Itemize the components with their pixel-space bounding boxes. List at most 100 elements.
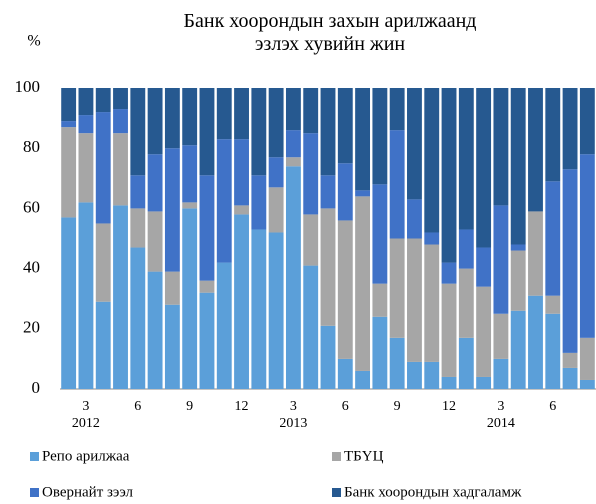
bar-segment [303, 133, 319, 215]
bar-segment [95, 112, 111, 224]
bar-segment [545, 88, 561, 182]
bar-segment [182, 145, 198, 203]
bar-segment [199, 292, 215, 389]
bar-segment [216, 139, 232, 263]
bar-segment [182, 202, 198, 209]
bar-segment [528, 295, 543, 389]
bar-segment [285, 157, 301, 167]
bar-segment [562, 88, 578, 170]
bar-segment [95, 301, 111, 389]
bar-segment [372, 316, 388, 389]
bar-segment [216, 262, 232, 389]
bar-segment [199, 88, 215, 176]
bar-segment [545, 181, 561, 296]
bar-segment [441, 376, 457, 389]
bar-segment [510, 250, 526, 311]
bar-segment [147, 211, 163, 272]
bar-segment [441, 262, 457, 284]
bar-segment [493, 88, 509, 206]
x-tick-label: 9 [186, 399, 193, 414]
legend-label: Банк хоорондын хадгаламж [344, 484, 522, 500]
bar-segment [337, 163, 353, 221]
bar-segment [61, 217, 77, 389]
y-tick-label: 80 [23, 137, 40, 156]
bar-segment [389, 130, 405, 239]
bar-segment [216, 88, 232, 140]
x-year-label: 2013 [279, 416, 307, 431]
bar-segment [579, 379, 595, 389]
bar-segment [355, 190, 371, 197]
bar-segment [579, 88, 595, 155]
bar-segment [61, 121, 77, 128]
bar-segment [337, 88, 353, 164]
bar-segment [303, 214, 319, 266]
legend-swatch [30, 488, 39, 497]
bar-segment [355, 370, 371, 389]
bar-segment [320, 175, 336, 209]
bar-segment [476, 247, 492, 287]
bar-segment [528, 211, 543, 296]
bar-segment [78, 115, 94, 134]
bar-segment [285, 166, 301, 389]
bar-segment [303, 265, 319, 389]
bar-segment [78, 133, 94, 203]
bar-segment [147, 88, 163, 155]
bar-segment [147, 271, 163, 389]
bar-segment [389, 238, 405, 338]
bar-segment [113, 88, 128, 110]
bar-segment [493, 205, 509, 314]
bar-segment [562, 352, 578, 368]
bar-segment [510, 310, 526, 389]
bar-segment [285, 88, 301, 131]
y-tick-label: 0 [32, 378, 41, 397]
x-tick-label: 12 [235, 399, 249, 414]
legend-label: ТБҮЦ [344, 448, 384, 464]
legend-label: Репо арилжаа [42, 448, 130, 464]
bar-segment [61, 88, 77, 122]
bar-segment [303, 88, 319, 134]
bar-segment [113, 205, 128, 389]
bar-segment [234, 88, 249, 140]
bar-segment [251, 229, 267, 389]
bar-segment [95, 88, 111, 113]
bar-segment [182, 208, 198, 389]
bar-segment [234, 214, 249, 389]
bar-segment [234, 139, 249, 206]
bar-segment [78, 202, 94, 389]
bar-segment [268, 232, 284, 389]
bar-segment [320, 208, 336, 326]
legend-swatch [332, 452, 341, 461]
bar-segment [95, 223, 111, 302]
bar-segment [407, 361, 422, 389]
bar-segment [407, 199, 422, 239]
x-tick-label: 9 [394, 399, 401, 414]
bar-segment [510, 88, 526, 245]
bar-segment [476, 376, 492, 389]
bar-segment [476, 88, 492, 248]
bar-segment [113, 109, 128, 134]
bar-segment [562, 367, 578, 389]
x-tick-label: 3 [497, 399, 504, 414]
bar-segment [441, 88, 457, 263]
bar-segment [441, 283, 457, 377]
bar-segment [579, 154, 595, 338]
x-year-label: 2012 [72, 416, 100, 431]
bar-segment [337, 220, 353, 359]
x-year-label: 2014 [487, 416, 515, 431]
bar-segment [78, 88, 94, 116]
bar-segment [130, 208, 146, 248]
bar-segment [458, 88, 474, 230]
bar-segment [389, 88, 405, 131]
x-tick-label: 3 [82, 399, 89, 414]
x-tick-label: 6 [134, 399, 141, 414]
bar-segment [458, 268, 474, 338]
bar-segment [372, 283, 388, 317]
chart-title: Банк хоорондын захын арилжаанд эзлэх хув… [183, 10, 477, 55]
legend-swatch [30, 452, 39, 461]
bar-segment [268, 157, 284, 188]
bar-segment [458, 337, 474, 389]
x-tick-label: 3 [290, 399, 297, 414]
bar-segment [61, 127, 77, 218]
bar-segment [510, 244, 526, 251]
